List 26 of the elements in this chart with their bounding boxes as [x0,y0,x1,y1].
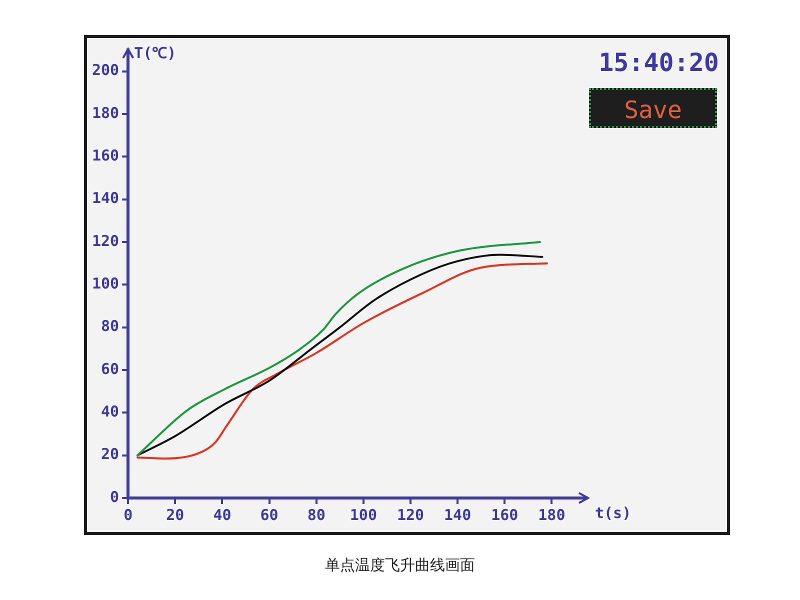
y-tick-label: 80 [101,317,120,336]
y-tick-label: 20 [101,445,120,464]
y-tick-label: 140 [92,189,120,208]
y-tick-label: 40 [101,402,120,421]
save-button[interactable]: Save [589,88,717,128]
x-axis-title: t(s) [595,504,632,522]
y-tick-label: 180 [92,104,120,122]
y-tick-label: 200 [92,61,120,80]
x-tick-label: 180 [538,506,566,524]
x-tick-label: 160 [491,506,518,524]
x-tick-label: 120 [396,506,424,524]
text: 15:40:20 [598,48,719,77]
y-tick-label: 100 [92,274,120,293]
y-tick-label: 120 [92,232,120,250]
y-tick-label: 60 [101,360,120,378]
y-tick-label: 0 [110,488,120,506]
x-tick-label: 60 [260,506,278,524]
x-tick-label: 40 [213,506,232,524]
text: 单点温度飞升曲线画面 [324,556,476,575]
y-axis-title: T(℃) [134,44,176,62]
x-tick-label: 80 [307,506,326,524]
y-tick-label: 160 [92,146,120,165]
x-tick-label: 140 [444,506,472,524]
x-tick-label: 0 [124,506,133,524]
x-tick-label: 20 [166,506,184,524]
x-tick-label: 100 [350,506,377,524]
